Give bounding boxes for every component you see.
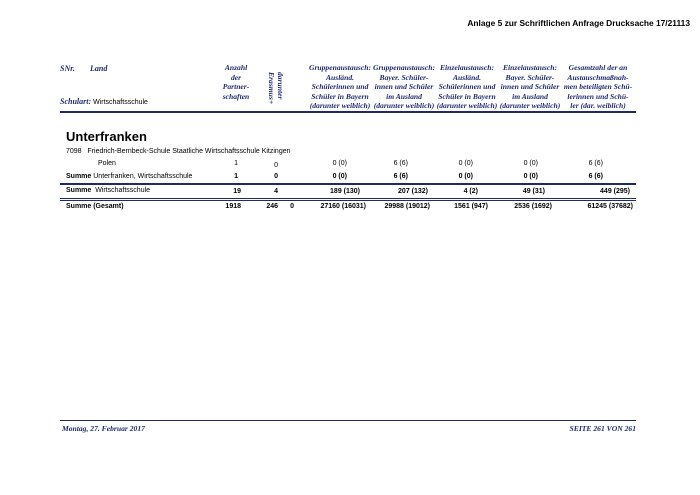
cell-darunter: 0 (274, 173, 278, 180)
document-header-title: Anlage 5 zur Schriftlichen Anfrage Druck… (467, 18, 690, 28)
col-land-label: Land (90, 64, 108, 73)
footer-page: SEITE 261 VON 261 (569, 424, 636, 433)
schulart-line: Schulart: Wirtschaftsschule (60, 97, 148, 106)
col-einz-bayer-header: Einzelaustausch: Bayer. Schüler-innen und… (499, 63, 561, 111)
col-snr-label: SNr. (60, 64, 75, 73)
cell-anzahl: 1 (234, 160, 238, 167)
cell-gesamt: 6 (6) (588, 173, 603, 180)
footer-rule (60, 420, 636, 421)
region-sum-rule (60, 183, 636, 185)
cell-grp-ausl: 27160 (16031) (320, 203, 366, 210)
schulart-value: Wirtschaftsschule (93, 99, 148, 106)
row-label: Summe Unterfranken, Wirtschaftsschule (66, 173, 193, 180)
cell-grp-ausl: 0 (0) (332, 173, 347, 180)
cell-darunter: 246 (266, 203, 278, 210)
row-label: Summe (Gesamt) (66, 203, 124, 210)
cell-einz-bayer: 2536 (1692) (514, 203, 552, 210)
school-line: 7098 Friedrich-Bernbeck-Schule Staatlich… (66, 148, 291, 155)
schulart-sum-rule-top (60, 198, 636, 199)
cell-gesamt: 449 (295) (600, 188, 630, 195)
col-gesamt-header: Gesamtzahl der an Austauschmaßnah-men bet… (563, 63, 633, 111)
cell-grp-bayer: 6 (6) (393, 173, 408, 180)
col-grp-ausl-header: Gruppenaustausch: Ausländ. Schülerinnen un… (308, 63, 372, 111)
cell-anzahl: 1 (234, 173, 238, 180)
schulart-label: Schulart: (60, 97, 92, 106)
cell-grp-bayer: 29988 (19012) (384, 203, 430, 210)
cell-gesamt: 6 (6) (588, 160, 603, 167)
col-darunter-header: darunter Erasmus+ (267, 72, 285, 105)
col-einz-ausl-header: Einzelaustausch: Ausländ. Schülerinnen und… (436, 63, 498, 111)
col-anzahl-header: Anzahl der Partner-schaften (222, 63, 250, 101)
cell-darunter: 4 (274, 188, 278, 195)
cell-einz-ausl: 0 (0) (458, 160, 473, 167)
header-rule (60, 111, 636, 113)
schulart-sum-rule-bottom (60, 200, 636, 201)
school-name: Friedrich-Bernbeck-Schule Staatliche Wir… (87, 148, 291, 155)
cell-grp-bayer: 6 (6) (393, 160, 408, 167)
school-snr: 7098 (66, 148, 82, 155)
cell-gesamt: 61245 (37682) (587, 203, 633, 210)
cell-einz-ausl: 4 (2) (463, 188, 478, 195)
cell-darunter: 0 (274, 162, 278, 169)
cell-extra: 0 (290, 203, 294, 210)
row-label: Polen (98, 160, 116, 167)
cell-einz-ausl: 0 (0) (458, 173, 473, 180)
cell-grp-ausl: 0 (0) (332, 160, 347, 167)
cell-anzahl: 19 (233, 188, 241, 195)
footer-date: Montag, 27. Februar 2017 (62, 424, 145, 433)
cell-einz-ausl: 1561 (947) (454, 203, 488, 210)
cell-einz-bayer: 49 (31) (522, 188, 545, 195)
cell-grp-ausl: 189 (130) (330, 188, 360, 195)
cell-einz-bayer: 0 (0) (523, 160, 538, 167)
col-grp-bayer-header: Gruppenaustausch: Bayer. Schüler-innen un… (372, 63, 436, 111)
cell-einz-bayer: 0 (0) (523, 173, 538, 180)
row-label: Summe Wirtschaftsschule (66, 187, 151, 194)
cell-grp-bayer: 207 (132) (398, 188, 428, 195)
region-heading: Unterfranken (66, 129, 147, 144)
cell-anzahl: 1918 (225, 203, 241, 210)
